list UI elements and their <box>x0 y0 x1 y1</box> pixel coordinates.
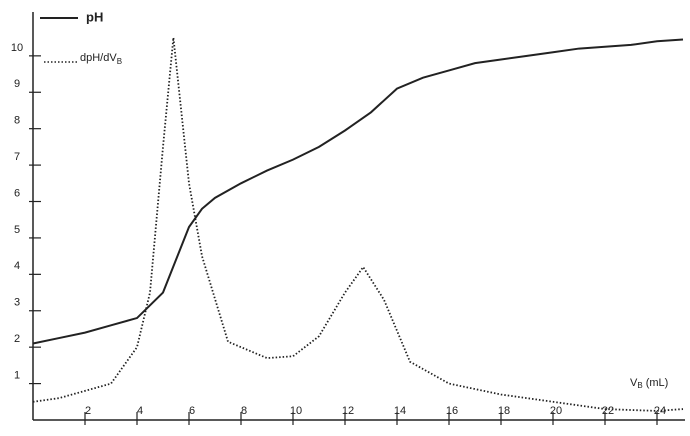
x-tick-label: 10 <box>290 405 302 417</box>
x-tick-label: 4 <box>137 405 143 417</box>
x-tick-label: 18 <box>498 405 510 417</box>
x-tick-label: 2 <box>85 405 91 417</box>
y-tick-label: 9 <box>14 78 20 90</box>
x-tick-label: 8 <box>241 405 247 417</box>
x-tick-label: 6 <box>189 405 195 417</box>
series-line <box>32 37 684 412</box>
x-tick-label: 14 <box>394 405 406 417</box>
y-tick-label: 2 <box>14 333 20 345</box>
legend-label: pH <box>86 9 103 24</box>
x-tick-label: 16 <box>446 405 458 417</box>
y-tick-label: 10 <box>11 42 23 54</box>
y-tick-label: 6 <box>14 187 20 199</box>
legend-subscript: B <box>117 57 122 66</box>
legend-label: dpH/dVB <box>80 52 122 66</box>
x-tick-label: 22 <box>602 405 614 417</box>
x-label-text: V <box>630 377 638 389</box>
y-tick-label: 7 <box>14 151 20 163</box>
series-line <box>32 38 684 345</box>
x-tick-label: 20 <box>550 405 562 417</box>
y-tick-label: 8 <box>14 115 20 127</box>
y-tick-label: 4 <box>14 260 20 272</box>
x-tick-label: 24 <box>654 405 666 417</box>
x-tick-label: 12 <box>342 405 354 417</box>
legend-text: dpH/dV <box>80 52 117 64</box>
x-axis-label: VB (mL) <box>630 377 668 390</box>
x-label-subscript: B <box>637 381 642 390</box>
y-tick-label: 1 <box>14 369 20 381</box>
x-label-unit: (mL) <box>646 377 669 389</box>
y-tick-label: 5 <box>14 224 20 236</box>
y-tick-label: 3 <box>14 297 20 309</box>
